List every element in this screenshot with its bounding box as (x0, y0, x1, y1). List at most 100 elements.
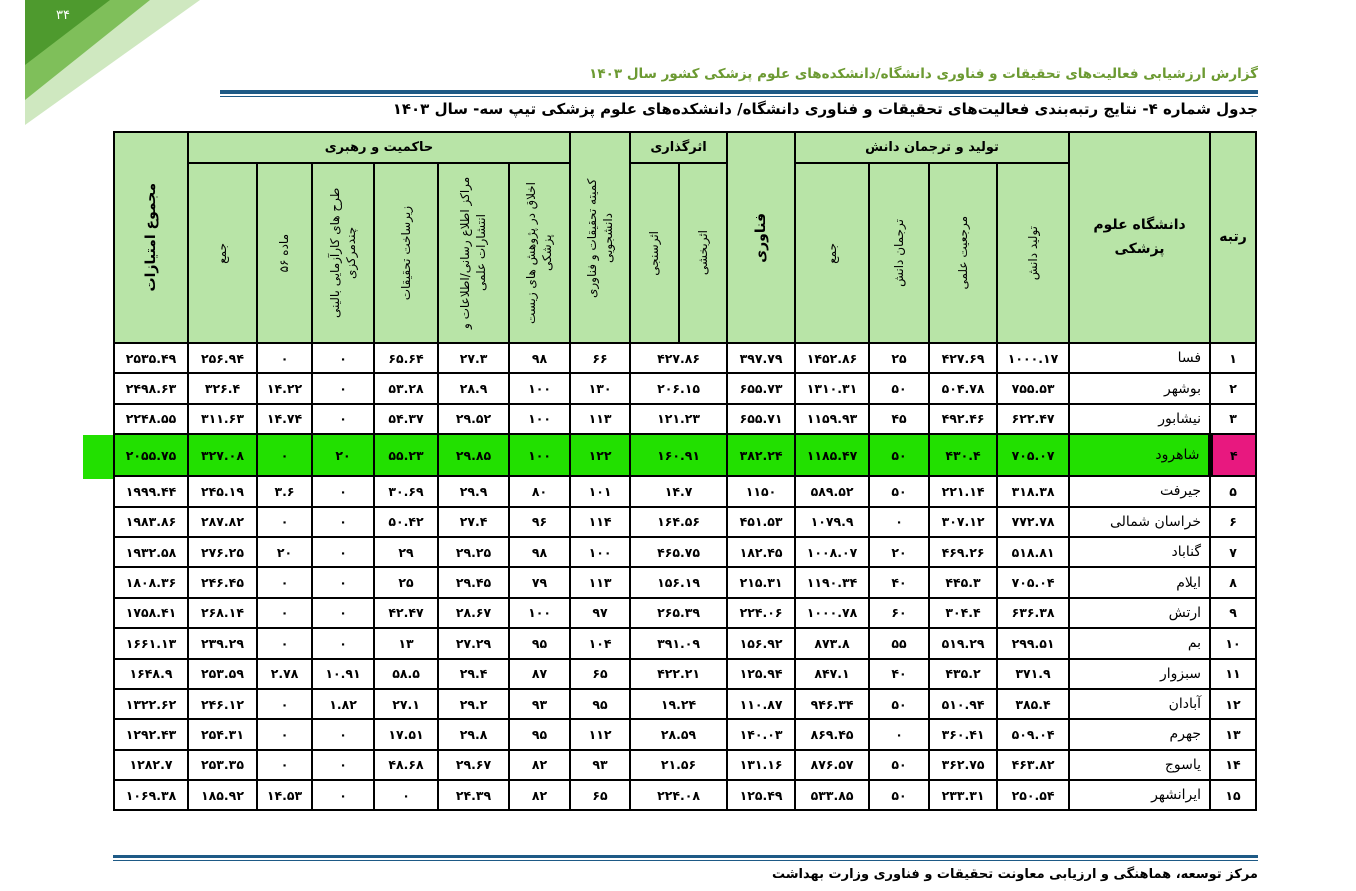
score-cell: ۰ (256, 505, 314, 538)
score-cell: ۶۵ (569, 657, 632, 690)
score-cell: ۶۵۵.۷۳ (726, 372, 797, 405)
header-cell: کمیته تحقیقات و فناوری دانشجویی (569, 131, 632, 344)
header-cell: جمع (794, 162, 871, 344)
score-cell: ۱۴.۷۴ (256, 402, 314, 436)
header-text: مراکز اطلاع رسانی/اطلاعات و انتشارات علم… (458, 176, 489, 330)
score-cell: ۳۸۵.۴ (996, 687, 1071, 721)
page-number: ۳۴ (56, 8, 70, 23)
header-cell: دانشگاه علوم پزشکی (1068, 131, 1212, 344)
score-cell: ۱۰۰ (569, 535, 632, 569)
score-cell: ۱۴.۲۲ (256, 372, 314, 405)
university-cell: جهرم (1068, 718, 1212, 751)
score-cell: ۲۵۶.۹۴ (186, 341, 259, 375)
header-cell: ماده ۵۶ (256, 162, 314, 344)
university-cell: نیشابور (1068, 402, 1212, 436)
header-cell: اثرسنجی (629, 162, 681, 344)
score-cell: ۰ (256, 718, 314, 751)
score-cell: ۵۰ (868, 372, 931, 405)
score-cell: ۳۱۱.۶۳ (186, 402, 259, 436)
score-cell: ۲۰۶.۱۵ (629, 372, 729, 405)
score-cell: ۲۷۶.۲۵ (186, 535, 259, 569)
score-cell: ۰ (373, 779, 440, 812)
score-cell: ۵۰ (868, 433, 931, 478)
header-cell: مجموع امتیازات (113, 131, 189, 344)
score-cell: ۵۰ (868, 475, 931, 508)
score-cell: ۲۹.۸۵ (437, 433, 511, 478)
score-cell: ۵۰.۴۲ (373, 505, 440, 538)
score-cell: ۱۵۶.۹۲ (726, 627, 797, 660)
score-cell: ۲۰ (868, 535, 931, 569)
header-cell: مرجعیت علمی (928, 162, 999, 344)
score-cell: ۵۳۳.۸۵ (794, 779, 871, 812)
score-cell: ۵۰۴.۷۸ (928, 372, 999, 405)
score-cell: ۳.۶ (256, 475, 314, 508)
score-cell: ۲۵۰.۵۴ (996, 779, 1071, 812)
score-cell: ۲۳۳.۳۱ (928, 779, 999, 812)
score-cell: ۱۱۰.۸۷ (726, 687, 797, 721)
score-cell: ۸۲ (508, 748, 572, 782)
score-cell: ۵۳.۲۸ (373, 372, 440, 405)
score-cell: ۴۵۱.۵۳ (726, 505, 797, 538)
score-cell: ۰ (311, 779, 376, 812)
footer-rule-thin (113, 860, 1258, 861)
university-cell: یاسوج (1068, 748, 1212, 782)
score-cell: ۲۰۵۵.۷۵ (113, 433, 189, 478)
score-cell: ۱۹۸۳.۸۶ (113, 505, 189, 538)
score-cell: ۱۳۱.۱۶ (726, 748, 797, 782)
score-cell: ۱۲۱.۲۳ (629, 402, 729, 436)
score-cell: ۱۶۰.۹۱ (629, 433, 729, 478)
header-text: دانشگاه علوم پزشکی (1093, 216, 1186, 257)
score-cell: ۲۳۹.۲۹ (186, 627, 259, 660)
rank-cell: ۱۵ (1209, 779, 1258, 812)
score-cell: ۱۱۹۰.۳۴ (794, 566, 871, 599)
score-cell: ۱۳۲۲.۶۲ (113, 687, 189, 721)
score-cell: ۴۹۲.۴۶ (928, 402, 999, 436)
footer-text: مرکز توسعه، هماهنگی و ارزیابی معاونت تحق… (772, 867, 1258, 882)
rank-cell: ۴ (1207, 433, 1258, 478)
score-cell: ۲۱.۵۶ (629, 748, 729, 782)
table-row: ۱۴ یاسوج ۴۶۳.۸۲ ۳۶۲.۷۵ ۵۰ ۸۷۶.۵۷ ۱۳۱.۱۶ ۲۱.۵۶ ۹۳… (113, 748, 1258, 782)
score-cell: ۰ (256, 596, 314, 630)
score-cell: ۶۵.۶۴ (373, 341, 440, 375)
score-cell: ۲۸.۶۷ (437, 596, 511, 630)
table-body: ۱ فسا ۱۰۰۰.۱۷ ۴۲۷.۶۹ ۲۵ ۱۴۵۲.۸۶ ۳۹۷.۷۹ ۴۲۷.۸۶ ۶۶… (113, 341, 1258, 812)
table-row: ۱۵ ایرانشهر ۲۵۰.۵۴ ۲۳۳.۳۱ ۵۰ ۵۳۳.۸۵ ۱۲۵.۴۹ ۲۲۴.… (113, 779, 1258, 812)
score-cell: ۶۵ (569, 779, 632, 812)
header-cell: جمع (186, 162, 259, 344)
score-cell: ۱۰۱ (569, 475, 632, 508)
score-cell: ۱۷۵۸.۴۱ (113, 596, 189, 630)
group-header: حاکمیت و رهبری (186, 131, 572, 164)
score-cell: ۲۶۵.۳۹ (629, 596, 729, 630)
rank-cell: ۷ (1209, 535, 1258, 569)
score-cell: ۴۶۳.۸۲ (996, 748, 1071, 782)
document-header: گزارش ارزشیابی فعالیت‌های تحقیقات و فناو… (589, 66, 1258, 82)
rank-cell: ۵ (1209, 475, 1258, 508)
university-cell: بوشهر (1068, 372, 1212, 405)
rank-cell: ۱۰ (1209, 627, 1258, 660)
score-cell: ۰ (311, 718, 376, 751)
score-cell: ۱۰۷۹.۹ (794, 505, 871, 538)
table-row: ۱۳ جهرم ۵۰۹.۰۴ ۳۶۰.۴۱ ۰ ۸۶۹.۴۵ ۱۴۰.۰۳ ۲۸.۵۹ ۱۱۲ ۹… (113, 718, 1258, 751)
header-cell: ترجمان دانش (868, 162, 931, 344)
score-cell: ۱۶۶۱.۱۳ (113, 627, 189, 660)
score-cell: ۲۲۱.۱۴ (928, 475, 999, 508)
score-cell: ۶۲۲.۴۷ (996, 402, 1071, 436)
score-cell: ۲۷.۱ (373, 687, 440, 721)
score-cell: ۵۸.۵ (373, 657, 440, 690)
score-cell: ۲۲۴۸.۵۵ (113, 402, 189, 436)
score-cell: ۲۹۹.۵۱ (996, 627, 1071, 660)
score-cell: ۸۰ (508, 475, 572, 508)
score-cell: ۸۲ (508, 779, 572, 812)
table-row: ۹ ارتش ۶۳۶.۳۸ ۳۰۴.۴ ۶۰ ۱۰۰۰.۷۸ ۲۲۴.۰۶ ۲۶۵.۳۹ ۹۷ ۱… (113, 596, 1258, 630)
score-cell: ۲۴۵.۱۹ (186, 475, 259, 508)
score-cell: ۰ (311, 748, 376, 782)
score-cell: ۱۱۵۰ (726, 475, 797, 508)
score-cell: ۲۵ (868, 341, 931, 375)
score-cell: ۵۸۹.۵۲ (794, 475, 871, 508)
table-title: جدول شماره ۴- نتایج رتبه‌بندی فعالیت‌های… (392, 100, 1258, 118)
header-cell: اخلاق در پژوهش های زیست پزشکی (508, 162, 572, 344)
header-text: زیرساخت تحقیقات (398, 205, 413, 301)
score-cell: ۵۱۸.۸۱ (996, 535, 1071, 569)
score-cell: ۴۸.۶۸ (373, 748, 440, 782)
score-cell: ۵۵ (868, 627, 931, 660)
